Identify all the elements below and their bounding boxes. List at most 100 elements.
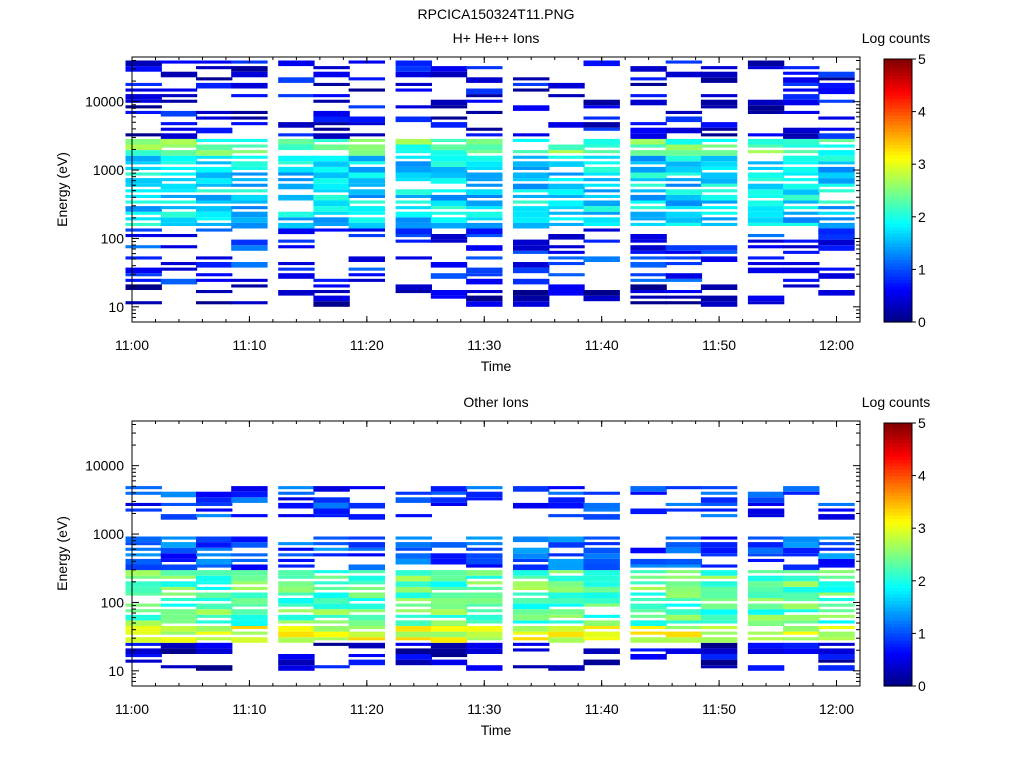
heatmap-cell (313, 116, 350, 123)
heatmap-cell (630, 222, 667, 226)
heatmap-cell (583, 228, 620, 232)
heatmap-cell (348, 553, 385, 557)
colorbar-segment (884, 603, 912, 608)
heatmap-cell (313, 575, 350, 579)
heatmap-cell (818, 508, 855, 512)
heatmap-cell (783, 217, 820, 223)
heatmap-cell (160, 144, 198, 148)
heatmap-cell (395, 211, 432, 218)
heatmap-cell (160, 648, 198, 654)
heatmap-cell (313, 665, 350, 669)
heatmap-cell (196, 178, 233, 184)
heatmap-cell (665, 245, 703, 251)
heatmap-cell (395, 553, 432, 559)
heatmap-cell (430, 239, 468, 243)
heatmap-cell (630, 200, 667, 204)
heatmap-cell (125, 66, 162, 72)
heatmap-cell (513, 105, 550, 111)
heatmap-cell (583, 222, 620, 226)
heatmap-cell (513, 547, 550, 554)
heatmap-cell (466, 626, 503, 632)
heatmap-cell (231, 122, 268, 126)
heatmap-cell (548, 665, 585, 671)
colorbar: 0 1 2 3 4 5 Log counts (862, 394, 931, 694)
colorbar-segment (884, 485, 912, 490)
heatmap-cell (160, 88, 198, 92)
heatmap-cell (278, 290, 315, 296)
heatmap-cell (430, 497, 468, 503)
colorbar-segment (884, 252, 912, 257)
heatmap-cell (700, 222, 738, 226)
heatmap-cell (783, 553, 820, 557)
heatmap-cell (513, 486, 550, 492)
heatmap-cell (348, 609, 385, 613)
heatmap-cell (231, 189, 268, 193)
heatmap-cell (196, 82, 233, 89)
heatmap-cell (513, 558, 550, 562)
heatmap-cell (395, 239, 432, 243)
heatmap-cell (125, 183, 162, 187)
colorbar-segment (884, 210, 912, 215)
x-tick-label: 11:20 (350, 701, 384, 717)
colorbar-tick-label: 1 (918, 261, 926, 277)
colorbar-segment (884, 616, 912, 621)
heatmap-cell (231, 614, 268, 621)
heatmap-cell (125, 542, 162, 546)
colorbar-segment (884, 570, 912, 575)
heatmap-cell (160, 183, 198, 190)
heatmap-cell (665, 586, 703, 593)
heatmap-cell (196, 637, 233, 641)
heatmap-cell (395, 256, 432, 260)
colorbar-segment (884, 531, 912, 536)
heatmap-cell (466, 161, 503, 167)
heatmap-cell (196, 592, 233, 599)
heatmap-cell (783, 66, 820, 70)
colorbar-segment (884, 315, 912, 320)
heatmap-cell (313, 284, 350, 288)
heatmap-cell (818, 161, 855, 165)
heatmap-cell (818, 547, 855, 551)
colorbar-segment (884, 478, 912, 483)
heatmap-cell (548, 250, 585, 254)
y-tick-label: 10000 (85, 94, 124, 110)
heatmap-cell (196, 598, 233, 602)
heatmap-cell (160, 150, 198, 156)
heatmap-cell (583, 256, 620, 262)
heatmap-cell (160, 642, 198, 649)
panel-title: Other Ions (463, 394, 528, 410)
y-tick-label: 1000 (93, 162, 124, 178)
heatmap-cell (430, 592, 468, 599)
heatmap-cell (160, 558, 198, 562)
heatmap-cell (783, 620, 820, 624)
heatmap-cell (783, 564, 820, 571)
heatmap-cell (466, 620, 503, 624)
heatmap-cell (783, 614, 820, 621)
heatmap-cell (231, 631, 268, 635)
heatmap-cell (196, 138, 233, 142)
heatmap-cell (348, 88, 385, 92)
heatmap-cell (125, 267, 162, 274)
heatmap-cell (700, 122, 738, 128)
heatmap-cell (630, 245, 667, 251)
heatmap-cell (348, 614, 385, 621)
colorbar-segment (884, 193, 912, 198)
heatmap-cell (196, 575, 233, 582)
heatmap-cell (430, 206, 468, 210)
heatmap-cell (665, 637, 703, 643)
heatmap-cell (313, 228, 350, 232)
heatmap-cell (513, 570, 550, 576)
heatmap-cell (665, 648, 703, 654)
heatmap-cell (160, 217, 198, 223)
heatmap-cell (818, 239, 855, 246)
heatmap-cell (818, 598, 855, 602)
heatmap-cell (783, 609, 820, 613)
heatmap-cell (125, 620, 162, 626)
heatmap-cell (513, 631, 550, 635)
heatmap-cell (783, 155, 820, 162)
heatmap-cell (548, 144, 585, 151)
heatmap-cell (630, 166, 667, 173)
heatmap-cell (513, 553, 550, 559)
y-axis-label: Energy (eV) (54, 152, 70, 227)
heatmap-cell (348, 77, 385, 81)
heatmap-cell (313, 278, 350, 282)
